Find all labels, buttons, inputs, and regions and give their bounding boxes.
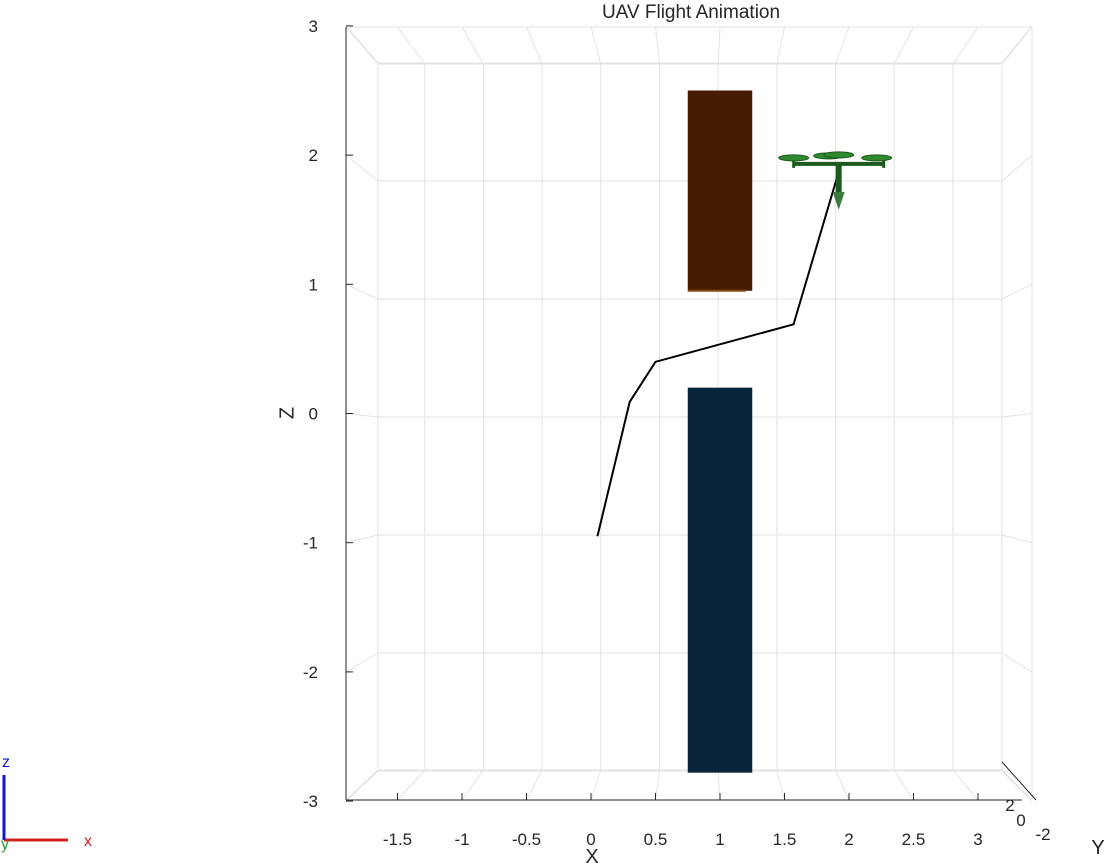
depth-edge [345,26,379,65]
x-tick-label: -1.5 [383,830,412,849]
axes-triad: x z y [1,754,92,853]
y-tick-label: -2 [1035,825,1050,844]
uav-body [835,163,842,196]
x-axis-label: X [585,846,598,867]
depth-edge [1001,26,1033,65]
x-tick-label: -1 [454,830,469,849]
z-tick-label: 3 [309,17,318,36]
axes-box [345,25,1037,802]
z-grid-depth [345,770,379,802]
obstacle-block [687,387,753,773]
z-grid-depth [345,413,379,418]
x-tick-label: 2 [844,830,853,849]
depth-edge [345,769,379,801]
z-grid-depth [1001,413,1033,418]
z-grid-depth [1001,25,1033,64]
uav-model [778,151,893,210]
uav-rotor [778,154,810,162]
x-grid-depth [717,26,721,65]
x-grid-depth [461,769,484,801]
triad-z-label: z [2,754,10,771]
z-grid-depth [345,154,379,182]
obstacles [687,90,753,773]
z-grid-depth [1001,283,1033,300]
y-axis-line [1001,761,1037,801]
x-grid-depth [397,769,426,801]
x-grid-depth [893,769,914,801]
flight-path-line [596,171,840,537]
z-grid-depth [1001,534,1033,544]
x-tick-label: -0.5 [512,830,541,849]
z-grid-depth [345,534,379,544]
x-grid-depth [655,769,661,801]
y-tick-label: 2 [1005,796,1014,815]
z-tick-label: -2 [303,663,318,682]
x-grid-depth [893,26,914,65]
z-axis-label: Z [276,407,298,419]
y-axis-label: Y [1091,837,1104,859]
z-grid-depth [345,25,379,64]
z-grid-depth [345,283,379,300]
z-grid-depth [1001,770,1033,802]
x-grid-depth [952,26,979,65]
uav-rotor [823,151,855,159]
x-tick-label: 1.5 [773,830,797,849]
x-tick-label: 2.5 [902,830,926,849]
x-tick-labels: -1.5 -1 -0.5 0 0.5 1 1.5 2 2.5 3 [383,830,983,849]
x-tick-label: 0.5 [644,830,668,849]
x-grid-depth [655,26,661,65]
uav-rotor [861,154,893,162]
x-grid-depth [776,769,785,801]
z-tick-label: 1 [309,275,318,294]
x-grid-depth [835,769,850,801]
triad-y-label: y [1,836,9,853]
z-tick-label: -1 [303,534,318,553]
x-grid-depth [590,26,602,65]
y-tick-label: 0 [1016,811,1025,830]
triad-x-label: x [84,833,92,850]
z-grid-depth [1001,652,1033,673]
obstacle-block [687,90,753,291]
z-tick-label: -3 [303,792,318,811]
x-grid-depth [952,769,979,801]
x-tick-label: 0 [586,830,595,849]
x-grid-depth [835,26,850,65]
x-grid-depth [461,26,484,65]
x-tick-label: 1 [715,830,724,849]
z-tick-label: 0 [309,405,318,424]
z-tick-labels: -3 -2 -1 0 1 2 3 [303,17,318,811]
y-tick-labels: 20 -2 [1005,796,1050,844]
z-tick-label: 2 [309,146,318,165]
depth-edge [1001,769,1033,801]
x-grid-depth [526,769,543,801]
x-grid-depth [526,26,543,65]
uav-tail [832,191,845,210]
z-grid-depth [345,652,379,673]
chart-title: UAV Flight Animation [602,2,780,23]
flight-path-series [596,171,840,537]
x-grid-depth [776,26,785,65]
z-grid-depth [1001,154,1033,182]
x-tick-label: 3 [973,830,982,849]
x-grid-depth [590,769,602,801]
x-grid-depth [397,26,426,65]
